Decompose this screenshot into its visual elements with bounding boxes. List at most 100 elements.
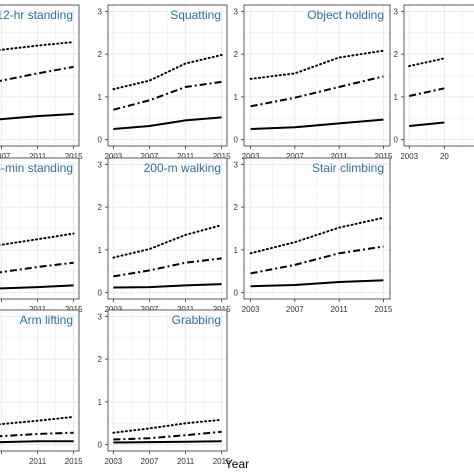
panel-grid (0, 158, 79, 299)
y-tick-label: 0 (98, 289, 103, 298)
series-line-solid (0, 113, 74, 121)
x-tick-label: 2011 (331, 305, 349, 314)
y-tick-label: 0 (394, 136, 399, 145)
panel-border (107, 4, 228, 147)
x-tick-label: 2011 (331, 152, 349, 161)
panel-border (0, 157, 80, 300)
panel-grid (108, 310, 227, 451)
panel-title: Arm lifting (20, 313, 73, 327)
series-group (0, 41, 75, 121)
facet-panel: 200-m walking 0 1 2 3 2003 2007 2011 2015 (98, 157, 231, 314)
panel-border (243, 4, 391, 147)
x-tick-label: 2007 (141, 305, 159, 314)
series-group (112, 224, 223, 289)
series-group (249, 216, 385, 288)
series-group (112, 418, 223, 444)
series-line-dashdot (0, 65, 74, 82)
y-tick-label: 1 (394, 93, 399, 102)
x-tick-label: 2015 (65, 457, 83, 466)
y-tick-label: 2 (98, 50, 103, 59)
series-line-dotted (112, 54, 223, 91)
x-tick-label: 2003 (242, 152, 260, 161)
y-tick-label: 3 (394, 7, 399, 16)
series-line-dashdot (0, 431, 74, 438)
series-group (0, 232, 75, 290)
y-tick-label: 0 (234, 136, 239, 145)
x-tick-label: 2015 (213, 457, 231, 466)
panel-grid (0, 5, 79, 146)
series-line-dotted (249, 49, 385, 80)
x-tick-label: 2011 (177, 457, 195, 466)
panel-title: 200-m walking (144, 161, 221, 175)
y-tick-label: 0 (98, 441, 103, 450)
y-tick-label: 1 (98, 246, 103, 255)
series-line-dashdot (113, 430, 222, 441)
facet-panel: Grabbing 0 1 2 3 2003 2007 2011 2015 (98, 309, 231, 466)
x-tick-label: 2015 (213, 152, 231, 161)
y-tick-label: 3 (98, 7, 103, 16)
panel-border (0, 4, 80, 147)
x-tick-label: 2007 (141, 457, 159, 466)
panel-border (243, 157, 391, 300)
series-line-dotted (112, 418, 223, 434)
y-tick-label: 0 (234, 289, 239, 298)
x-tick-label: 2011 (177, 305, 195, 314)
x-tick-label: 2011 (177, 152, 195, 161)
x-tick-label: 2011 (29, 152, 47, 161)
series-line-solid (0, 440, 74, 444)
series-line-dotted (0, 232, 75, 247)
series-line-dashdot (113, 80, 222, 111)
panel-title: Stair climbing (312, 161, 384, 175)
panel-title: Grabbing (172, 313, 221, 327)
series-line-dashdot (113, 257, 222, 278)
facet-panel: Stair climbing 0 1 2 3 2003 2007 2011 2015 (234, 157, 393, 314)
x-tick-label: 20 (440, 152, 449, 161)
panel-border (403, 4, 474, 147)
series-line-solid (0, 284, 74, 290)
y-tick-label: 3 (234, 7, 239, 16)
series-group (249, 49, 385, 130)
panel-grid (0, 310, 79, 451)
y-tick-label: 1 (234, 93, 239, 102)
series-line-solid (250, 118, 384, 130)
x-tick-label: 2015 (375, 305, 393, 314)
x-tick-label: 2007 (0, 152, 11, 161)
panel-title: 5-min standing (0, 161, 73, 175)
series-line-dotted (408, 57, 446, 68)
y-tick-label: 2 (98, 203, 103, 212)
x-tick-label: 2003 (104, 152, 122, 161)
series-line-solid (250, 279, 384, 288)
y-tick-label: 2 (234, 203, 239, 212)
y-tick-label: 0 (98, 136, 103, 145)
series-group (112, 54, 223, 130)
y-tick-label: 1 (98, 398, 103, 407)
series-group (408, 57, 446, 127)
y-tick-label: 2 (394, 50, 399, 59)
y-tick-label: 3 (98, 160, 103, 169)
panel-title: Squatting (170, 8, 221, 22)
x-axis-title: Year (224, 457, 250, 471)
y-tick-label: 2 (98, 355, 103, 364)
facet-panel: Arm lifting 2011 2015 (0, 309, 83, 466)
y-tick-label: 3 (234, 160, 239, 169)
x-tick-label: 2015 (65, 305, 83, 314)
panel-border (0, 309, 80, 452)
series-line-dotted (0, 415, 75, 426)
panel-title: 12-hr standing (0, 8, 73, 22)
facet-panel: Squatting 0 1 2 3 2003 2007 2011 2015 (98, 4, 231, 161)
series-line-solid (113, 283, 222, 289)
y-tick-label: 1 (234, 246, 239, 255)
x-tick-label: 2011 (29, 305, 47, 314)
facet-panel: 12-hr standing 2007 2011 2015 (0, 4, 83, 161)
panel-grid (404, 5, 474, 146)
panel-grid (244, 158, 390, 299)
facet-panel: Object holding 0 1 2 3 2003 2007 2011 2015 (234, 4, 393, 161)
series-line-solid (113, 116, 222, 130)
y-tick-label: 1 (98, 93, 103, 102)
x-tick-label: 2007 (141, 152, 159, 161)
series-line-dotted (112, 224, 223, 259)
series-line-solid (409, 121, 445, 127)
y-tick-label: 2 (234, 50, 239, 59)
panel-title: Object holding (307, 8, 384, 22)
